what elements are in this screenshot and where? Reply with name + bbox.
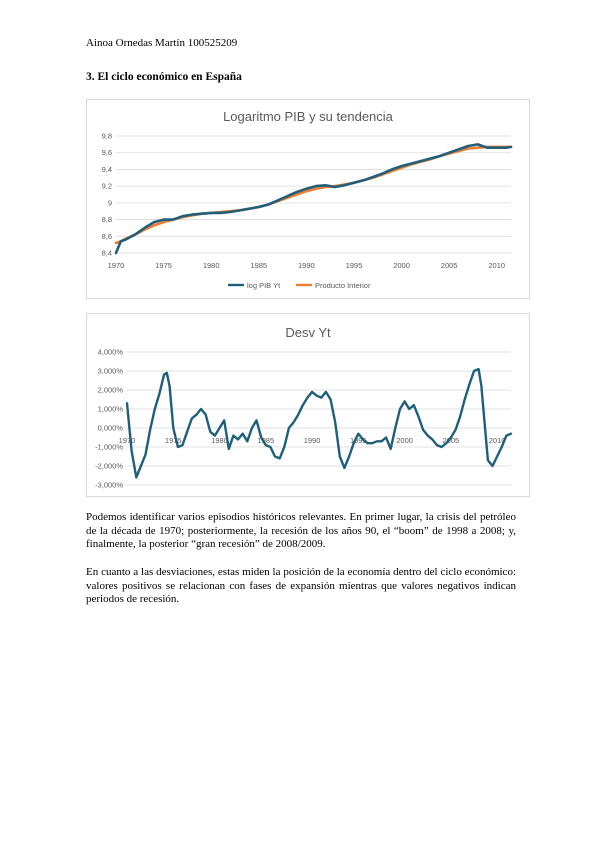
y-tick-label: 0,000% — [98, 424, 124, 433]
gdp-log-chart-svg: Logaritmo PIB y su tendencia 8,4 8,6 8,8 9 9… — [102, 109, 513, 290]
x-tick-label: 1970 — [119, 436, 136, 445]
y-axis-ticks: 8,4 8,6 8,8 9 9,2 9,4 9,6 9,8 — [102, 132, 112, 258]
x-tick-label: 2005 — [443, 436, 460, 445]
x-tick-label: 1990 — [298, 261, 315, 270]
x-tick-label: 2005 — [441, 261, 458, 270]
x-tick-label: 2000 — [393, 261, 410, 270]
series-line-2 — [114, 145, 513, 245]
y-tick-label: 8,6 — [102, 232, 112, 241]
author-line: Ainoa Ornedas Martín 100525209 — [86, 37, 238, 49]
legend-label-series1: log PIB Yt — [247, 281, 281, 290]
x-axis-ticks: 1970 1975 1980 1985 1990 1995 2000 2005 2010 — [119, 436, 506, 445]
x-tick-label: 1985 — [250, 261, 267, 270]
legend-label-series2: Producto Interior — [315, 281, 371, 290]
y-tick-label: 9,6 — [102, 148, 112, 157]
y-axis-ticks: -3,000% -2,000% -1,000% 0,000% 1,000% 2,000% 3… — [95, 348, 123, 490]
series-line-1 — [125, 367, 513, 479]
y-tick-label: 9,8 — [102, 132, 112, 141]
y-tick-label: 2,000% — [98, 386, 124, 395]
chart-legend: log PIB Yt Producto Interior — [228, 281, 371, 290]
x-tick-label: 1980 — [211, 436, 228, 445]
y-tick-label: 8,8 — [102, 215, 112, 224]
section-title: 3. El ciclo económico en España — [86, 71, 242, 83]
x-tick-label: 1985 — [257, 436, 274, 445]
y-tick-label: 9,2 — [102, 182, 112, 191]
x-tick-label: 2010 — [489, 436, 506, 445]
series-line-1 — [114, 143, 513, 255]
x-tick-label: 1995 — [346, 261, 363, 270]
x-tick-label: 2000 — [396, 436, 413, 445]
paragraph-episodes: Podemos identificar varios episodios his… — [86, 511, 516, 550]
y-tick-label: 1,000% — [98, 405, 124, 414]
x-tick-label: 1990 — [304, 436, 321, 445]
gdp-deviation-chart: Desv Yt -3,000% -2,000% -1,000% 0,000% 1,000… — [86, 313, 530, 497]
series-lines — [125, 367, 513, 479]
y-tick-label: 4,000% — [98, 348, 124, 357]
gdp-deviation-chart-svg: Desv Yt -3,000% -2,000% -1,000% 0,000% 1,000… — [95, 325, 513, 490]
paragraph-deviations: En cuanto a las desviaciones, estas mide… — [86, 566, 516, 605]
y-tick-label: 3,000% — [98, 367, 124, 376]
x-tick-label: 1970 — [108, 261, 125, 270]
y-tick-label: 9 — [108, 198, 112, 207]
x-tick-label: 1975 — [155, 261, 172, 270]
y-tick-label: -1,000% — [95, 443, 123, 452]
x-tick-label: 1995 — [350, 436, 367, 445]
grid-lines — [127, 351, 511, 486]
gdp-log-chart: Logaritmo PIB y su tendencia 8,4 8,6 8,8 9 9… — [86, 99, 530, 299]
x-tick-label: 1980 — [203, 261, 220, 270]
x-axis-ticks: 1970 1975 1980 1985 1990 1995 2000 2005 2010 — [108, 261, 505, 270]
chart-title: Logaritmo PIB y su tendencia — [223, 109, 394, 124]
x-tick-label: 2010 — [488, 261, 505, 270]
y-tick-label: -2,000% — [95, 462, 123, 471]
y-tick-label: 9,4 — [102, 165, 112, 174]
y-tick-label: -3,000% — [95, 481, 123, 490]
chart-title: Desv Yt — [285, 325, 331, 340]
series-lines — [114, 143, 513, 255]
y-tick-label: 8,4 — [102, 249, 112, 258]
x-tick-label: 1975 — [165, 436, 182, 445]
